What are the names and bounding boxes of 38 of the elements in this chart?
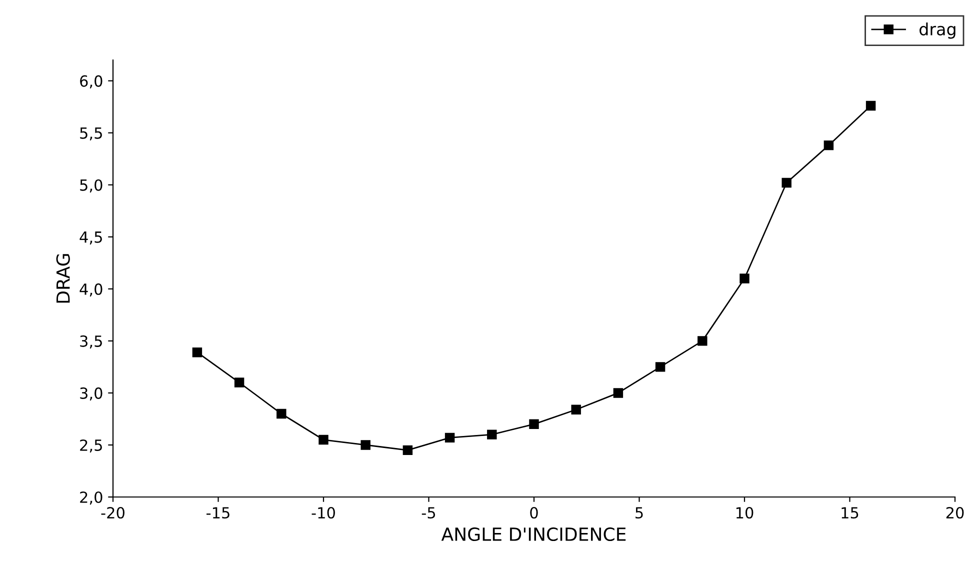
- y-tick-label: 5,5: [80, 128, 102, 140]
- y-tick-label: 3,5: [80, 335, 102, 349]
- point: [318, 434, 328, 445]
- point: [276, 408, 286, 419]
- x-tick-label: 15: [842, 507, 858, 519]
- y-tick-label: 6,0: [80, 75, 102, 88]
- point: [613, 388, 624, 398]
- y-tick-label: 4,0: [80, 283, 102, 296]
- point: [782, 178, 792, 188]
- x-tick-label: 5: [636, 507, 643, 519]
- y-axis-title: DRAG: [56, 254, 70, 303]
- legend-label: drag: [920, 22, 956, 39]
- point: [824, 140, 834, 150]
- point: [740, 274, 750, 284]
- point: [698, 336, 708, 346]
- point: [192, 348, 202, 358]
- point: [360, 440, 370, 450]
- point: [655, 362, 666, 372]
- x-tick-label: 0: [530, 506, 538, 519]
- x-axis-title: ANGLE D'INCIDENCE: [441, 527, 626, 542]
- x-tick-label: -10: [312, 506, 335, 519]
- x-tick-label: -15: [206, 507, 230, 519]
- point: [234, 378, 244, 388]
- y-tick-label: 2,0: [80, 491, 102, 505]
- point: [866, 100, 876, 111]
- x-tick-label: 20: [946, 506, 964, 519]
- point: [444, 432, 455, 443]
- point: [571, 404, 581, 414]
- y-tick-label: 5,0: [80, 179, 102, 192]
- x-tick-label: -5: [422, 507, 436, 519]
- y-tick-label: 3,0: [80, 387, 102, 401]
- point: [487, 430, 497, 440]
- point: [529, 419, 539, 430]
- y-tick-label: 4,5: [80, 232, 102, 244]
- x-tick-label: 10: [736, 506, 754, 519]
- y-tick-label: 2,5: [80, 439, 102, 453]
- x-tick-label: -20: [101, 506, 124, 519]
- point: [402, 445, 413, 456]
